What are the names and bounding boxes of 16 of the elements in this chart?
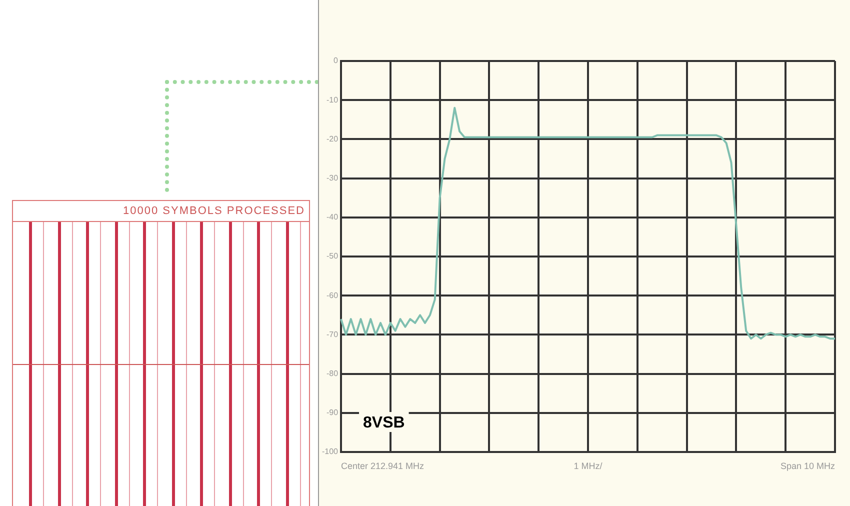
y-tick-label: -80 — [326, 369, 339, 378]
text: Span 10 MHz — [780, 460, 836, 471]
y-tick-label: -40 — [326, 212, 339, 222]
y-tick-label: -20 — [326, 134, 339, 144]
y-tick-label: -70 — [326, 330, 339, 339]
text: Center 212.941 MHz — [341, 460, 425, 471]
y-tick-label: 0 — [334, 56, 339, 66]
text: 1 MHz/ — [574, 460, 603, 471]
text: 10000 SYMBOLS PROCESSED — [13, 201, 309, 222]
y-tick-label: -60 — [326, 290, 339, 300]
y-tick-label: -100 — [322, 447, 339, 456]
annotation: 8VSB — [363, 414, 405, 432]
y-tick-label: -50 — [326, 252, 339, 261]
y-tick-label: -10 — [326, 95, 339, 104]
y-tick-label: -90 — [326, 408, 339, 418]
y-tick-label: -30 — [326, 174, 339, 183]
